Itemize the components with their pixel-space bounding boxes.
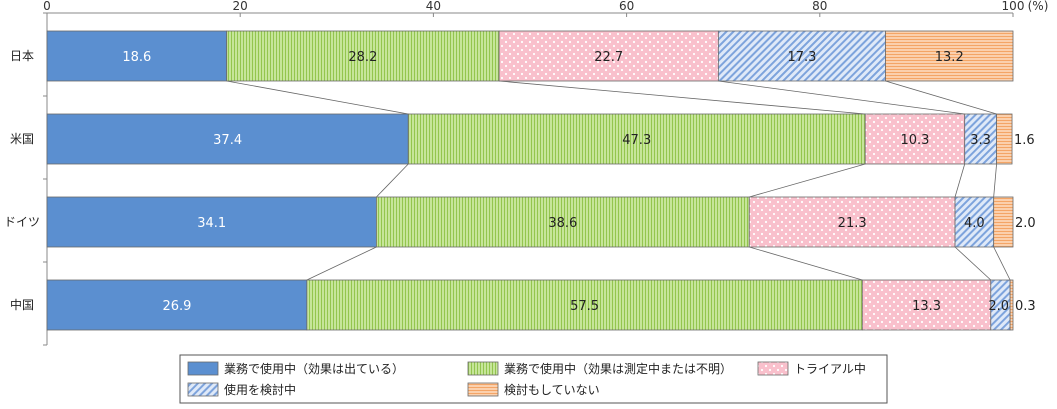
x-tick-label: 0 bbox=[43, 0, 51, 13]
x-tick-label: 60 bbox=[619, 0, 634, 13]
connector-line bbox=[376, 163, 409, 198]
bars: 18.6 28.2 22.7 17.3 13.2 37.4 47.3 10.3 3.3 1.6 34… bbox=[46, 30, 1036, 331]
data-label: 38.6 bbox=[548, 216, 577, 231]
connector-line bbox=[993, 163, 997, 198]
legend-swatch bbox=[467, 361, 499, 376]
data-label: 22.7 bbox=[594, 50, 623, 65]
data-label: 28.2 bbox=[348, 50, 377, 65]
data-label: 26.9 bbox=[162, 299, 191, 314]
data-label: 0.3 bbox=[1015, 299, 1036, 314]
legend-label: 検討もしていない bbox=[504, 382, 600, 397]
data-label: 37.4 bbox=[213, 133, 242, 148]
bar-segment bbox=[748, 196, 956, 248]
connector-line bbox=[499, 80, 866, 115]
legend-label: トライアル中 bbox=[794, 361, 866, 376]
connector-line bbox=[226, 80, 409, 115]
data-label: 57.5 bbox=[570, 299, 599, 314]
data-label: 4.0 bbox=[964, 216, 985, 231]
bar-segment bbox=[885, 30, 1014, 82]
bar-segment bbox=[226, 30, 500, 82]
connector-line bbox=[718, 80, 965, 115]
data-label: 10.3 bbox=[900, 133, 929, 148]
data-label: 13.2 bbox=[935, 50, 964, 65]
bar-segment bbox=[717, 30, 886, 82]
bar-segment bbox=[498, 30, 719, 82]
data-label: 1.6 bbox=[1014, 133, 1035, 148]
connector-lines bbox=[226, 80, 1011, 281]
data-label: 47.3 bbox=[622, 133, 651, 148]
x-tick-label: 100 bbox=[1002, 0, 1025, 13]
data-label: 21.3 bbox=[838, 216, 867, 231]
category-label: 日本 bbox=[10, 49, 34, 63]
bar-segment bbox=[1009, 279, 1014, 331]
connector-line bbox=[954, 246, 992, 281]
category-label: 中国 bbox=[10, 297, 34, 312]
data-label: 13.3 bbox=[912, 299, 941, 314]
data-label: 2.0 bbox=[1015, 216, 1036, 231]
connector-line bbox=[306, 246, 377, 281]
category-label: ドイツ bbox=[4, 215, 40, 229]
connector-line bbox=[749, 246, 863, 281]
bar-segment bbox=[996, 113, 1013, 165]
x-unit-label: (%) bbox=[1028, 0, 1049, 13]
bar-segment bbox=[46, 113, 409, 165]
legend-label: 業務で使用中（効果は出ている） bbox=[224, 361, 404, 376]
x-tick-label: 40 bbox=[426, 0, 441, 13]
bar-segment bbox=[306, 279, 863, 331]
x-tick-label: 20 bbox=[233, 0, 248, 13]
bar-segment bbox=[46, 30, 228, 82]
x-axis: 0 20 40 60 80 100 (%) bbox=[43, 0, 1048, 17]
legend-label: 業務で使用中（効果は測定中または不明） bbox=[504, 361, 732, 376]
connector-line bbox=[954, 163, 966, 198]
bar-segment bbox=[407, 113, 866, 165]
connector-line bbox=[993, 246, 1011, 281]
legend-swatch bbox=[467, 382, 499, 397]
legend-swatch bbox=[187, 382, 219, 397]
data-label: 18.6 bbox=[122, 50, 151, 65]
data-label: 3.3 bbox=[970, 133, 991, 148]
bar-segment bbox=[46, 196, 377, 248]
bar-segment bbox=[993, 196, 1014, 248]
bar-segment bbox=[46, 279, 308, 331]
legend-label: 使用を検討中 bbox=[224, 382, 296, 397]
data-label: 17.3 bbox=[787, 50, 816, 65]
category-label: 米国 bbox=[10, 132, 34, 146]
bar-segment bbox=[376, 196, 750, 248]
legend: 業務で使用中（効果は出ている） 業務で使用中（効果は測定中または不明） トライアル中… bbox=[179, 354, 888, 404]
bar-segment bbox=[861, 279, 992, 331]
legend-swatch bbox=[757, 361, 789, 376]
legend-swatch bbox=[187, 361, 219, 376]
x-tick-label: 80 bbox=[812, 0, 827, 13]
data-label: 34.1 bbox=[197, 216, 226, 231]
connector-line bbox=[749, 163, 866, 198]
data-label: 2.0 bbox=[988, 299, 1009, 314]
bar-segment bbox=[964, 113, 997, 165]
bar-segment bbox=[954, 196, 995, 248]
connector-line bbox=[885, 80, 997, 115]
